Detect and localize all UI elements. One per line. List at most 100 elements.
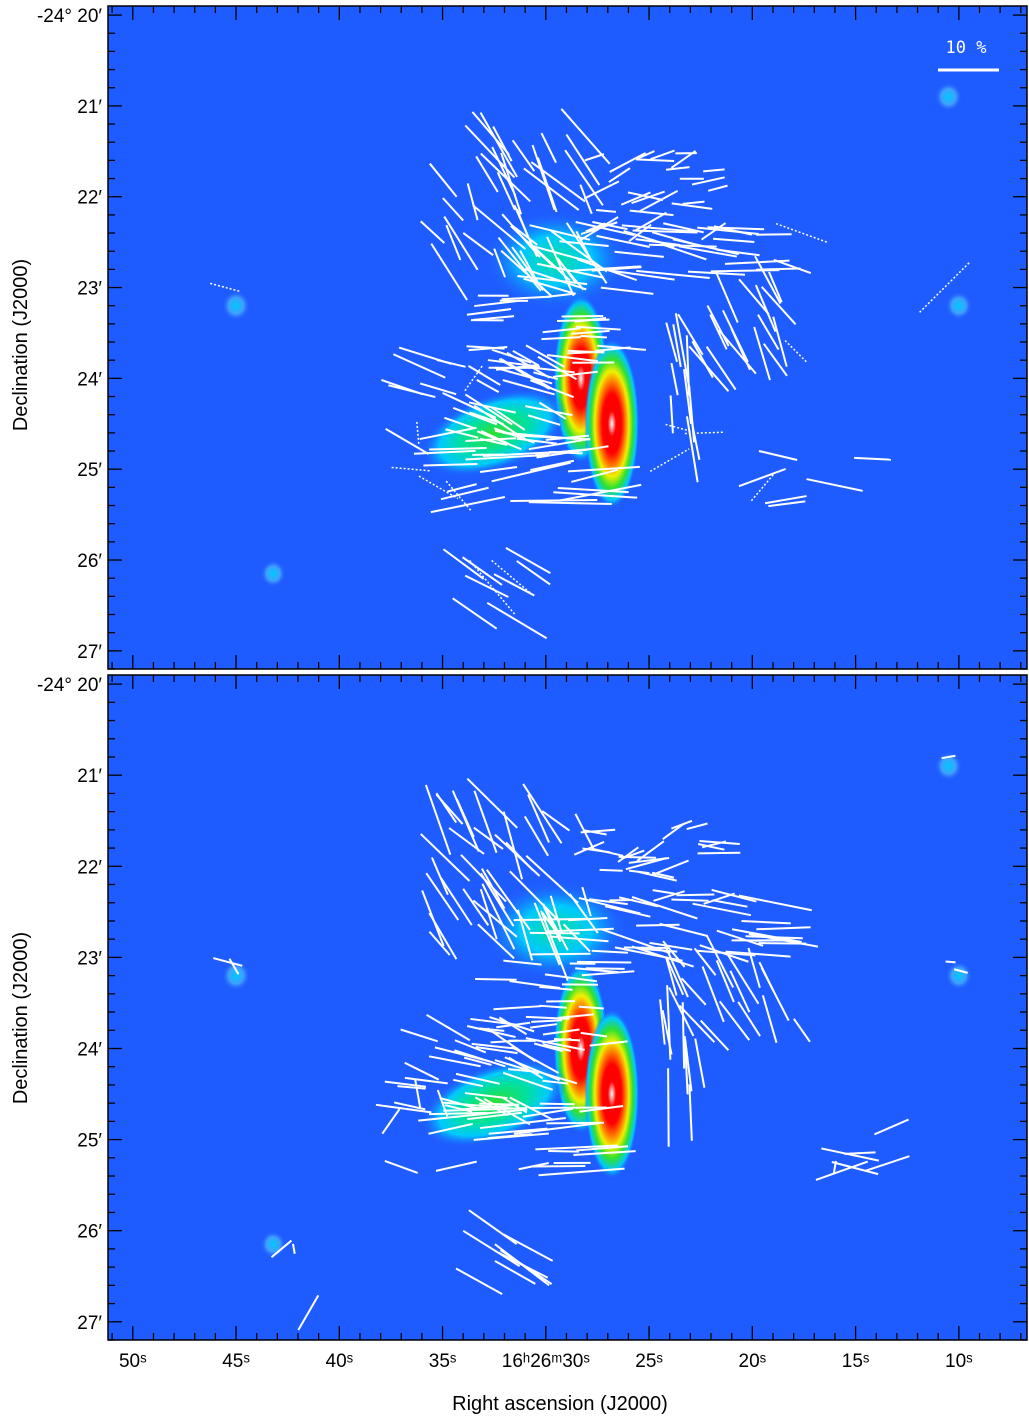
polarization-vector (541, 810, 571, 832)
polarization-vector (462, 232, 494, 257)
polarization-vector (454, 1039, 487, 1054)
polarization-vector (487, 359, 540, 368)
polarization-vector (443, 216, 479, 271)
emission-source-5 (935, 751, 962, 781)
polarization-vector (516, 437, 558, 445)
polarization-vector (522, 783, 563, 844)
polarization-vector (793, 1018, 811, 1043)
polarization-vector (375, 1103, 432, 1114)
polarization-vector (691, 340, 714, 379)
polarization-vector (527, 241, 571, 282)
polarization-vector (628, 857, 670, 864)
polarization-vector (213, 957, 243, 967)
polarization-vector (725, 950, 791, 958)
polarization-vector (668, 987, 695, 1037)
x-tick-labels: 50ˢ 45ˢ 40ˢ 35ˢ 16ʰ26ᵐ30ˢ 25ˢ 20ˢ 15ˢ 10ˢ (119, 1351, 973, 1372)
polarization-vector (663, 222, 704, 234)
polarization-vector (596, 208, 617, 213)
polarization-vector (703, 168, 725, 173)
polarization-vector (463, 1056, 492, 1066)
polarization-vector (677, 313, 704, 356)
y-tick-label: 27′ (77, 642, 102, 663)
polarization-vector (768, 500, 806, 508)
polarization-vector (418, 1112, 489, 1122)
polarization-vector (525, 344, 566, 368)
polarization-vector (554, 1038, 581, 1042)
polarization-vector (493, 248, 506, 278)
polarization-vector (493, 573, 535, 597)
polarization-vector (445, 224, 462, 261)
polarization-vector (513, 204, 538, 258)
polarization-vector (528, 501, 612, 506)
polarization-vector (688, 1084, 693, 1141)
polarization-vector (503, 959, 542, 966)
polarization-vector (467, 365, 501, 386)
polarization-vector (631, 190, 665, 205)
polarization-vector (953, 968, 968, 974)
polarization-vector (542, 327, 581, 334)
top-panel: 10 % -24° 20′ 21′ 22′ 23′ 24′ 25′ 26′ 27′ (37, 5, 1028, 670)
polarization-vector (685, 416, 699, 483)
polarization-vector (544, 973, 598, 983)
polarization-vector (580, 334, 607, 339)
polarization-vector (531, 1019, 563, 1023)
y-tick-label: 22′ (77, 857, 102, 878)
polarization-vector (582, 829, 607, 836)
polarization-vector (649, 448, 690, 473)
polarization-vector (631, 945, 694, 968)
scale-bar-label: 10 % (946, 38, 987, 58)
polarization-vector (784, 339, 807, 363)
polarization-vector (490, 406, 526, 431)
polarization-vector (442, 1101, 528, 1111)
polarization-vector (448, 827, 485, 855)
polarization-vector (632, 229, 698, 234)
polarization-vector (706, 305, 730, 347)
y-axis-title-top: Declination (J2000) (10, 259, 32, 431)
polarization-vector (669, 395, 674, 434)
polarization-vector (472, 204, 526, 250)
polarization-vector (491, 461, 571, 483)
polarization-vector (672, 238, 739, 256)
y-tick-label: 26′ (77, 1222, 102, 1243)
polarization-vector (680, 977, 707, 1006)
polarization-vector (542, 1043, 572, 1052)
polarization-vector (436, 358, 466, 368)
polarization-vector (511, 139, 536, 172)
polarization-vector (414, 1079, 422, 1109)
polarization-vector (530, 161, 586, 203)
polarization-vector (546, 236, 575, 297)
polarization-vector (391, 466, 432, 472)
y-tick-label: 26′ (77, 551, 102, 572)
polarization-vector (270, 1239, 293, 1259)
polarization-vector (639, 190, 679, 213)
polarization-vector (523, 277, 576, 295)
polarization-vector (497, 1251, 549, 1279)
polarization-vector (494, 1260, 536, 1285)
polarization-vector (726, 953, 760, 1005)
y-tick-label: 24′ (77, 1039, 102, 1060)
polarization-vector (445, 428, 479, 439)
polarization-vector (548, 1150, 580, 1153)
y-tick-label: 21′ (77, 97, 102, 118)
polarization-vector (760, 286, 797, 325)
polarization-vector (628, 869, 650, 875)
polarization-vector (635, 238, 681, 247)
polarization-vector (710, 269, 780, 273)
polarization-vector (466, 777, 518, 829)
polarization-vector (474, 299, 521, 308)
polarization-vector (440, 486, 489, 501)
polarization-vector (404, 1076, 448, 1085)
polarization-vector (534, 366, 575, 374)
polarization-vector (806, 478, 863, 492)
polarization-vector (430, 243, 468, 301)
polarization-vector (712, 237, 755, 244)
polarization-vector (505, 547, 551, 575)
x-tick-label: 10ˢ (945, 1351, 973, 1372)
polarization-vector (700, 222, 727, 241)
y-tick-label: 24′ (77, 369, 102, 390)
x-tick-label: 35ˢ (429, 1351, 457, 1372)
polarization-vector (542, 1028, 580, 1036)
polarization-vector (413, 449, 476, 455)
polarization-vector (705, 346, 737, 391)
polarization-vector (475, 978, 517, 981)
